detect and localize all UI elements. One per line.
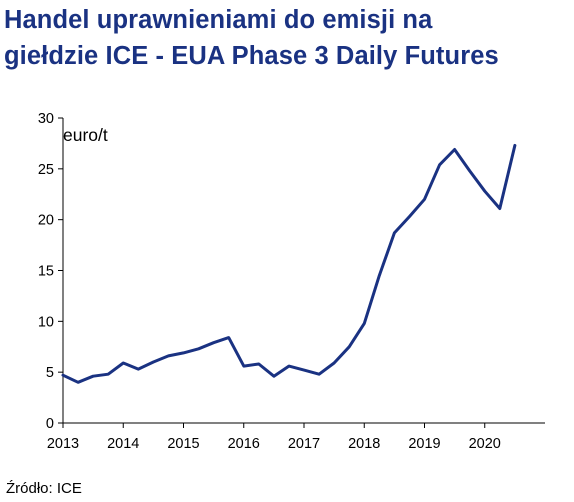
x-tick-label: 2019 bbox=[408, 436, 440, 452]
y-tick-label: 15 bbox=[38, 264, 54, 280]
y-tick-label: 30 bbox=[38, 111, 54, 127]
x-tick-label: 2013 bbox=[47, 436, 79, 452]
x-tick-label: 2015 bbox=[167, 436, 199, 452]
chart-title: Handel uprawnieniami do emisji na giełdz… bbox=[4, 2, 572, 74]
x-axis-ticks: 2013 2014 2015 2016 2017 2018 2019 2020 bbox=[47, 423, 501, 452]
x-tick-label: 2020 bbox=[469, 436, 501, 452]
source-note: Źródło: ICE bbox=[6, 480, 82, 497]
y-axis-ticks: 0 5 10 15 20 25 30 bbox=[38, 111, 63, 432]
y-tick-label: 10 bbox=[38, 314, 54, 330]
chart-title-line-2: giełdzie ICE - EUA Phase 3 Daily Futures bbox=[4, 42, 499, 70]
y-tick-label: 25 bbox=[38, 162, 54, 178]
y-tick-label: 0 bbox=[46, 416, 54, 432]
series-line bbox=[61, 143, 517, 384]
y-tick-label: 5 bbox=[46, 365, 54, 381]
y-tick-label: 20 bbox=[38, 213, 54, 229]
x-tick-label: 2017 bbox=[288, 436, 320, 452]
x-tick-label: 2016 bbox=[228, 436, 260, 452]
x-tick-label: 2014 bbox=[107, 436, 139, 452]
chart-title-line-1: Handel uprawnieniami do emisji na bbox=[4, 6, 433, 34]
y-axis-unit-label: euro/t bbox=[63, 125, 108, 145]
x-tick-label: 2018 bbox=[348, 436, 380, 452]
